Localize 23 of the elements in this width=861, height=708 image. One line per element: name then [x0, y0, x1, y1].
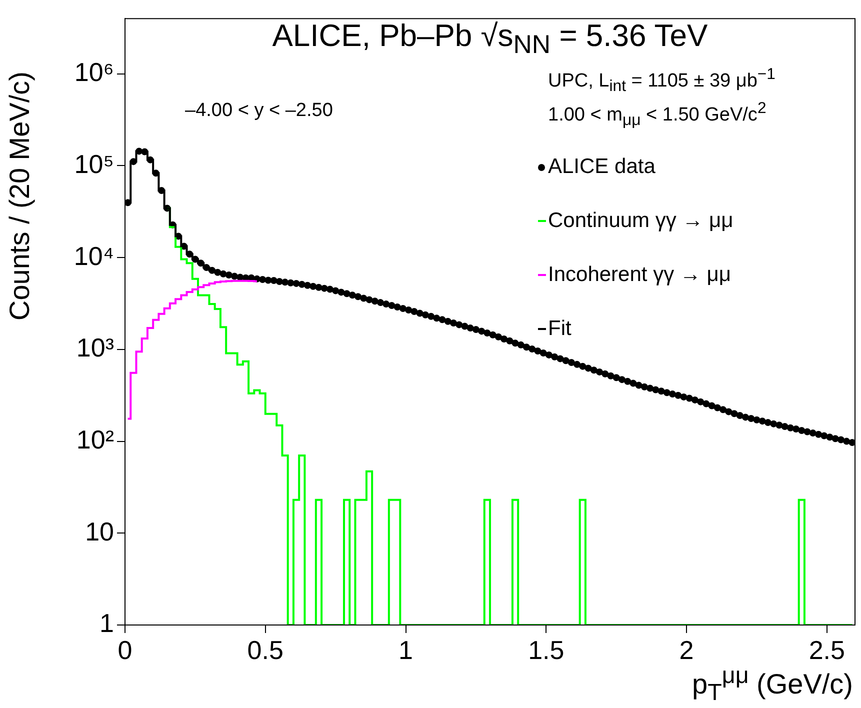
y-tick-label: 10⁴	[74, 240, 114, 271]
y-tick-label: 10⁵	[74, 148, 114, 179]
y-tick-label: 10	[85, 516, 114, 546]
y-tick-label: 10²	[76, 424, 114, 454]
annotation: UPC, L$_{int}$ = 1105 ± 39 μb$^{−1}$	[548, 66, 776, 96]
x-tick-label: 0	[118, 634, 132, 665]
x-tick-label: 2	[679, 634, 694, 665]
y-axis-title: Counts / (20 MeV/c)	[4, 70, 36, 322]
x-axis-title: p$_{T}$$^{μμ}$ (GeV/c)	[692, 662, 853, 705]
y-tick-label: 10³	[76, 332, 114, 363]
legend-label: Continuum γγ → μμ	[548, 209, 734, 233]
legend-label: Fit	[548, 317, 572, 341]
x-tick-label: 0.5	[247, 634, 284, 665]
legend-label: Incoherent γγ → μμ	[548, 263, 731, 287]
legend-label: ALICE data	[548, 155, 656, 179]
annotation: –4.00 < y < –2.50	[185, 100, 333, 122]
y-tick-label: 10⁶	[74, 57, 114, 88]
chart-title: ALICE, Pb–Pb √s$_{NN}$ = 5.36 TeV	[271, 18, 709, 60]
annotation: 1.00 < m$_{μμ}$ < 1.50 GeV/c$^{2}$	[548, 100, 766, 130]
x-tick-label: 2.5	[808, 634, 845, 665]
x-tick-label: 1.5	[528, 634, 564, 665]
x-tick-label: 1	[398, 634, 414, 665]
y-tick-label: 1	[100, 608, 114, 638]
